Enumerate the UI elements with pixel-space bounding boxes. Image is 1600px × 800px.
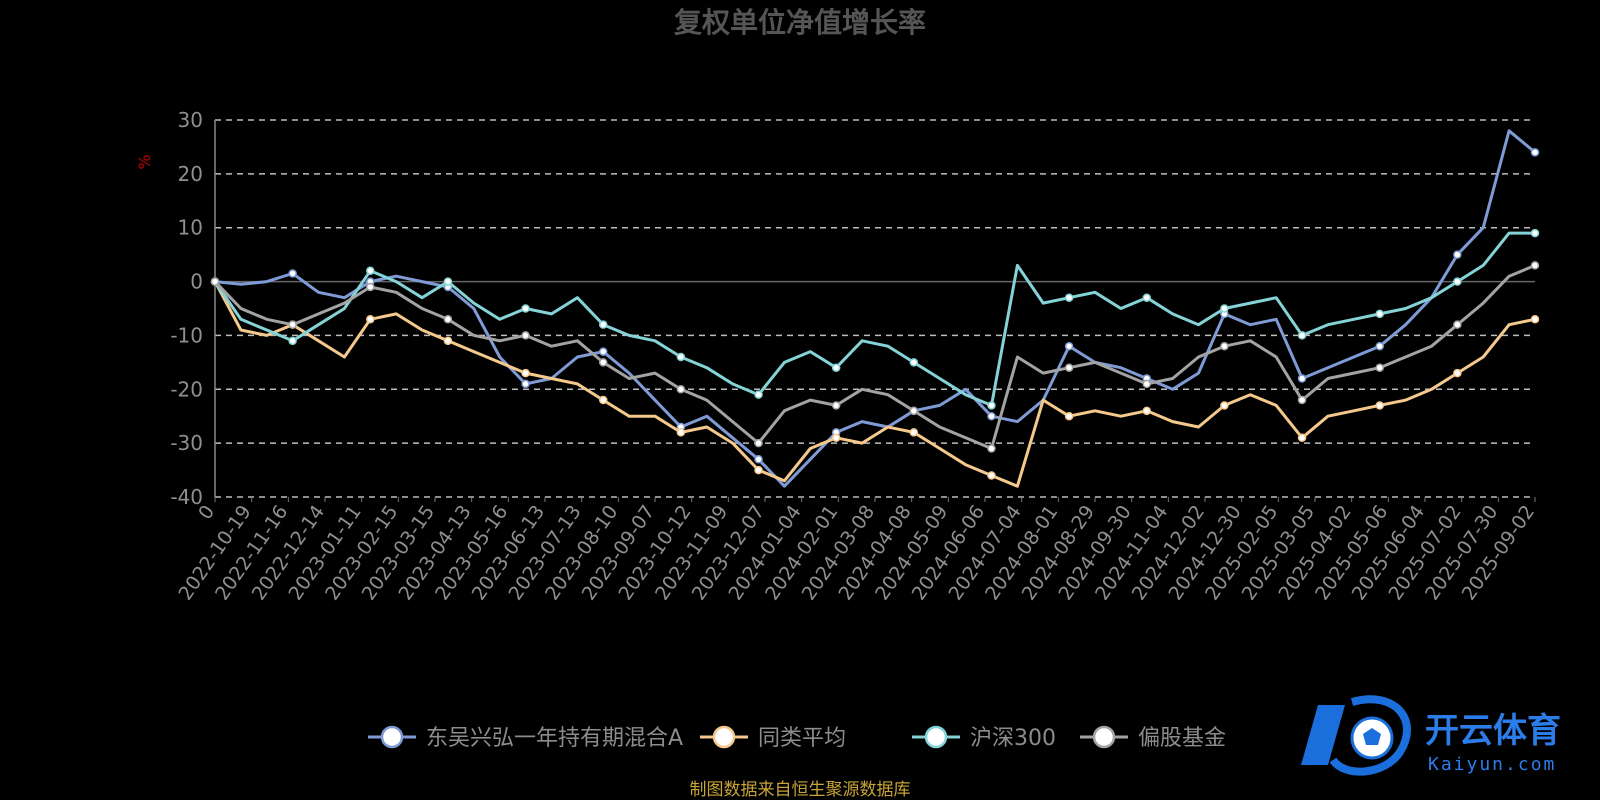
y-axis-unit-label: %	[135, 154, 154, 169]
series-point	[1375, 341, 1384, 351]
series-point	[1453, 277, 1462, 286]
series-point	[831, 401, 841, 410]
brand-watermark: 开云体育 Kaiyun.com	[1301, 695, 1561, 776]
y-tick-label: -40	[170, 485, 203, 509]
y-tick-label: 0	[190, 270, 203, 294]
series-point	[1297, 395, 1307, 405]
series-point	[1453, 368, 1462, 378]
series-point	[366, 315, 375, 324]
series-point	[1375, 309, 1384, 319]
series-point	[909, 428, 919, 437]
series-point	[598, 358, 608, 367]
series-lines	[210, 129, 1540, 488]
legend-label: 偏股基金	[1138, 726, 1226, 751]
source-note: 制图数据来自恒生聚源数据库	[690, 780, 911, 800]
legend-marker-icon	[1092, 725, 1116, 749]
legend: 东吴兴弘一年持有期混合A 同类平均 沪深300 偏股基金	[368, 725, 1226, 751]
series-point	[598, 347, 608, 356]
brand-name-cn: 开云体育	[1425, 711, 1561, 751]
series-point	[598, 320, 608, 329]
series-point	[443, 277, 453, 286]
x-tick-label: 0	[194, 501, 219, 524]
series-point	[676, 352, 686, 362]
y-tick-label: -30	[170, 431, 203, 455]
series-point	[754, 390, 763, 399]
series-point	[754, 455, 763, 464]
series-line	[213, 264, 1536, 450]
legend-marker-icon	[924, 725, 948, 749]
kaiyun-logo-icon	[1301, 695, 1411, 776]
legend-label: 同类平均	[758, 726, 846, 751]
series-point	[1297, 331, 1307, 340]
series-point	[288, 269, 297, 278]
y-tick-label: -20	[170, 377, 203, 401]
series-point	[909, 406, 919, 416]
series-point	[1530, 148, 1540, 157]
series-point	[987, 471, 996, 480]
legend-label: 东吴兴弘一年持有期混合A	[426, 726, 683, 751]
series-point	[288, 320, 297, 329]
series-point	[1530, 261, 1540, 270]
series-point	[1064, 293, 1074, 302]
grid-lines	[215, 119, 1535, 498]
legend-label: 沪深300	[970, 726, 1056, 751]
y-axis-ticks: 30 20 10 0 -10 -20 -30 -40	[170, 108, 203, 509]
series-point	[676, 428, 686, 437]
series-point	[443, 315, 453, 324]
y-tick-label: 20	[178, 162, 203, 186]
series-point	[1375, 401, 1384, 410]
y-tick-label: 30	[178, 108, 203, 132]
y-tick-label: 10	[178, 216, 203, 240]
series-point	[754, 465, 763, 475]
series-point	[676, 385, 686, 394]
series-point	[831, 363, 841, 372]
series-point	[521, 379, 530, 389]
series-point	[987, 401, 996, 410]
series-point	[1297, 433, 1307, 443]
series-point	[1142, 379, 1152, 389]
series-point	[1142, 293, 1152, 302]
series-line	[213, 280, 1536, 488]
series-point	[366, 266, 375, 276]
series-point	[521, 368, 530, 378]
series-point	[1220, 341, 1229, 351]
legend-marker-icon	[712, 725, 736, 749]
legend-item[interactable]: 同类平均	[700, 725, 846, 751]
legend-item[interactable]: 偏股基金	[1080, 725, 1226, 751]
brand-name-en: Kaiyun.com	[1428, 754, 1556, 775]
series-point	[1375, 363, 1384, 372]
series-point	[521, 304, 530, 313]
legend-item[interactable]: 东吴兴弘一年持有期混合A	[368, 725, 683, 751]
series-point	[1453, 320, 1462, 329]
series-point	[1530, 315, 1540, 324]
series-point	[443, 336, 453, 346]
series-point	[1220, 401, 1229, 410]
series-point	[1220, 304, 1229, 313]
series-point	[1142, 406, 1152, 416]
chart-title: 复权单位净值增长率	[674, 6, 926, 39]
series-point	[1064, 341, 1074, 351]
y-tick-label: -10	[170, 323, 203, 347]
series-point	[909, 358, 919, 367]
legend-marker-icon	[380, 725, 404, 749]
series-point	[210, 277, 220, 286]
series-line	[213, 231, 1535, 407]
series-point	[987, 444, 996, 453]
series-point	[598, 395, 608, 405]
series-point	[1297, 374, 1307, 383]
series-point	[1453, 250, 1462, 259]
series-line	[214, 129, 1536, 488]
series-point	[1064, 363, 1074, 372]
x-axis-ticks: 02022-10-192022-11-162022-12-142023-01-1…	[174, 497, 1539, 604]
series-point	[1530, 228, 1540, 238]
series-point	[521, 331, 530, 340]
series-point	[366, 282, 375, 292]
legend-item[interactable]: 沪深300	[912, 725, 1056, 751]
series-point	[987, 411, 996, 421]
series-point	[288, 336, 297, 346]
series-point	[754, 438, 763, 448]
series-point	[1064, 411, 1074, 421]
series-point	[831, 433, 841, 443]
